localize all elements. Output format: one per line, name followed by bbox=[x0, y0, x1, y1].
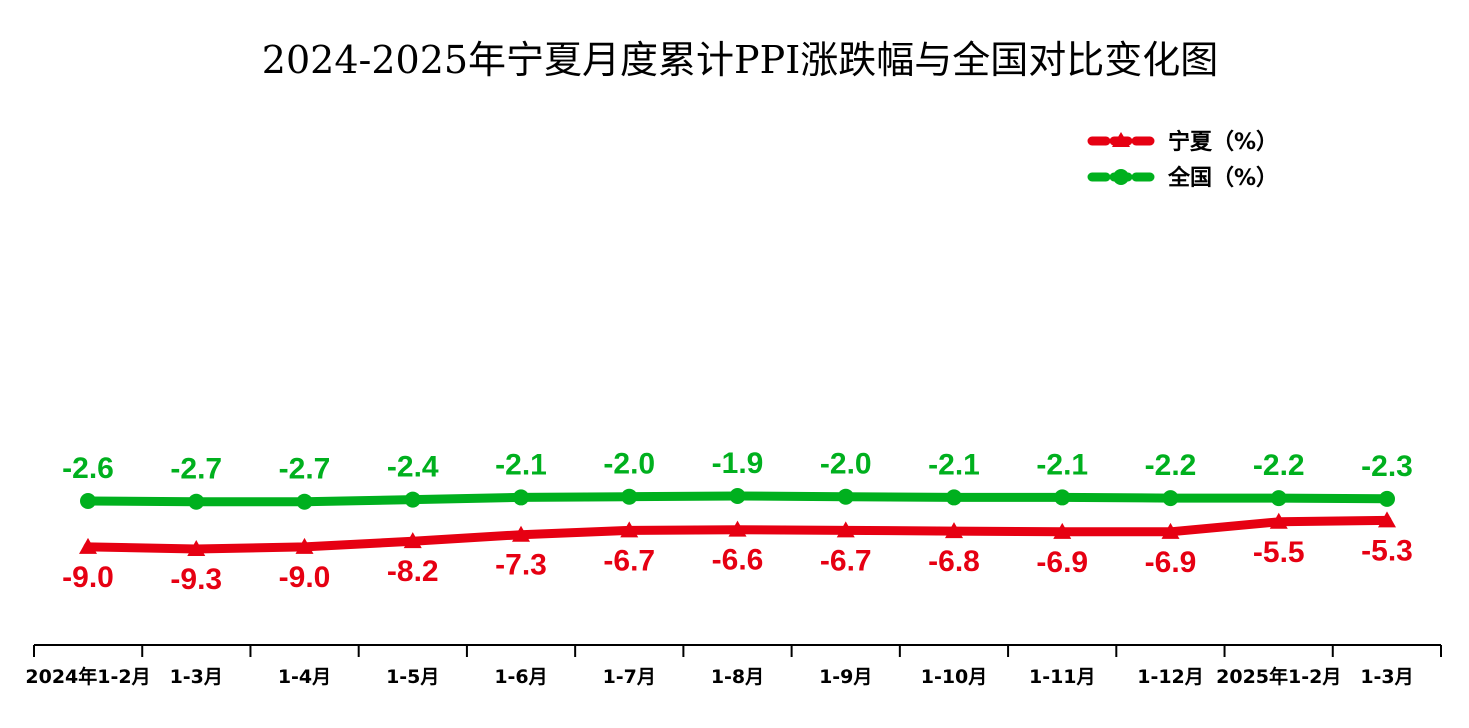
x-tick-label: 1-7月 bbox=[603, 666, 656, 688]
data-point-triangle bbox=[1378, 511, 1396, 528]
data-point-circle bbox=[80, 493, 96, 509]
data-label: -5.3 bbox=[1361, 534, 1413, 567]
legend-label-national: 全国（%） bbox=[1167, 165, 1278, 191]
legend-label-ningxia: 宁夏（%） bbox=[1168, 129, 1278, 155]
data-label: -6.9 bbox=[1145, 546, 1197, 579]
data-point-triangle bbox=[79, 537, 97, 554]
data-label: -2.6 bbox=[62, 452, 114, 485]
data-point-triangle bbox=[1053, 522, 1072, 539]
data-label: -9.0 bbox=[62, 561, 114, 594]
chart-title: 2024-2025年宁夏月度累计PPI涨跌幅与全国对比变化图 bbox=[262, 38, 1218, 82]
data-point-circle bbox=[946, 489, 962, 506]
data-point-triangle bbox=[403, 532, 422, 549]
x-tick-label: 1-11月 bbox=[1029, 666, 1096, 688]
data-label: -2.3 bbox=[1361, 450, 1413, 483]
data-point-triangle bbox=[836, 521, 855, 538]
data-label: -7.3 bbox=[495, 549, 547, 582]
data-point-triangle bbox=[728, 520, 747, 537]
x-tick-label: 2025年1-2月 bbox=[1216, 665, 1341, 688]
data-label: -5.5 bbox=[1253, 536, 1305, 569]
data-point-circle bbox=[1379, 490, 1395, 507]
series-national: -2.6 -2.7 -2.7 -2.4 -2.1 -2.0 -1.9 -2.0 -2.1 -2.1… bbox=[62, 447, 1413, 510]
data-label: -2.0 bbox=[603, 448, 655, 481]
data-label: -6.8 bbox=[928, 545, 980, 578]
data-point-circle bbox=[188, 493, 205, 510]
data-point-triangle bbox=[620, 521, 639, 538]
data-point-circle bbox=[621, 488, 638, 505]
data-point-triangle bbox=[512, 525, 530, 542]
legend-circle-marker bbox=[1113, 169, 1129, 185]
legend-item-national: 全国（%） bbox=[1087, 165, 1278, 191]
data-label: -9.3 bbox=[170, 563, 222, 596]
data-point-triangle bbox=[187, 540, 206, 557]
x-tick-label: 1-3月 bbox=[1360, 666, 1413, 688]
data-label: -2.4 bbox=[387, 451, 439, 484]
data-point-triangle bbox=[945, 522, 963, 539]
plot-area: -9.0 -9.3 -9.0 -8.2 -7.3 -6.7 -6.6 -6.7 -6.8 -6.9… bbox=[62, 447, 1413, 596]
x-tick-label: 1-8月 bbox=[711, 666, 764, 688]
data-point-triangle bbox=[295, 537, 314, 554]
data-label: -2.1 bbox=[1036, 448, 1088, 481]
data-point-triangle bbox=[1269, 512, 1288, 529]
data-point-triangle bbox=[1161, 522, 1180, 539]
legend-triangle-marker bbox=[1112, 132, 1130, 147]
data-point-circle bbox=[1270, 490, 1287, 507]
data-point-circle bbox=[837, 488, 854, 505]
x-tick-label: 2024年1-2月 bbox=[25, 665, 150, 688]
data-label: -2.1 bbox=[928, 448, 980, 481]
data-point-circle bbox=[513, 489, 529, 506]
x-tick-label: 1-4月 bbox=[278, 666, 331, 688]
legend: 宁夏（%） 全国（%） bbox=[1087, 129, 1278, 191]
legend-item-ningxia: 宁夏（%） bbox=[1087, 129, 1278, 155]
data-label: -2.2 bbox=[1145, 449, 1197, 482]
data-label: -8.2 bbox=[387, 555, 439, 588]
x-tick-label: 1-5月 bbox=[386, 666, 439, 688]
data-label: -6.9 bbox=[1036, 546, 1088, 579]
data-label: -2.0 bbox=[820, 448, 872, 481]
x-tick-label: 1-12月 bbox=[1137, 666, 1204, 688]
x-axis: 2024年1-2月 1-3月 1-4月 1-5月 1-6月 1-7月 1-8月 1-9月 1-1… bbox=[25, 644, 1442, 688]
x-tick-label: 1-6月 bbox=[494, 666, 547, 688]
data-label: -2.7 bbox=[279, 453, 331, 486]
data-point-circle bbox=[404, 491, 421, 508]
data-label: -2.2 bbox=[1253, 449, 1305, 482]
x-tick-label: 1-9月 bbox=[819, 666, 872, 688]
data-point-circle bbox=[1162, 490, 1179, 507]
data-label: -2.7 bbox=[170, 453, 222, 486]
data-label: -2.1 bbox=[495, 448, 547, 481]
data-label: -6.7 bbox=[603, 544, 655, 577]
x-tick-label: 1-3月 bbox=[170, 666, 223, 688]
data-point-circle bbox=[296, 493, 313, 510]
x-tick-label: 1-10月 bbox=[921, 666, 988, 688]
data-label: -9.0 bbox=[279, 561, 331, 594]
data-label: -6.7 bbox=[820, 544, 872, 577]
data-point-circle bbox=[1054, 489, 1071, 506]
data-label: -1.9 bbox=[712, 447, 764, 480]
data-label: -6.6 bbox=[712, 544, 764, 577]
series-ningxia: -9.0 -9.3 -9.0 -8.2 -7.3 -6.7 -6.6 -6.7 -6.8 -6.9… bbox=[62, 511, 1413, 596]
data-point-circle bbox=[729, 487, 746, 504]
